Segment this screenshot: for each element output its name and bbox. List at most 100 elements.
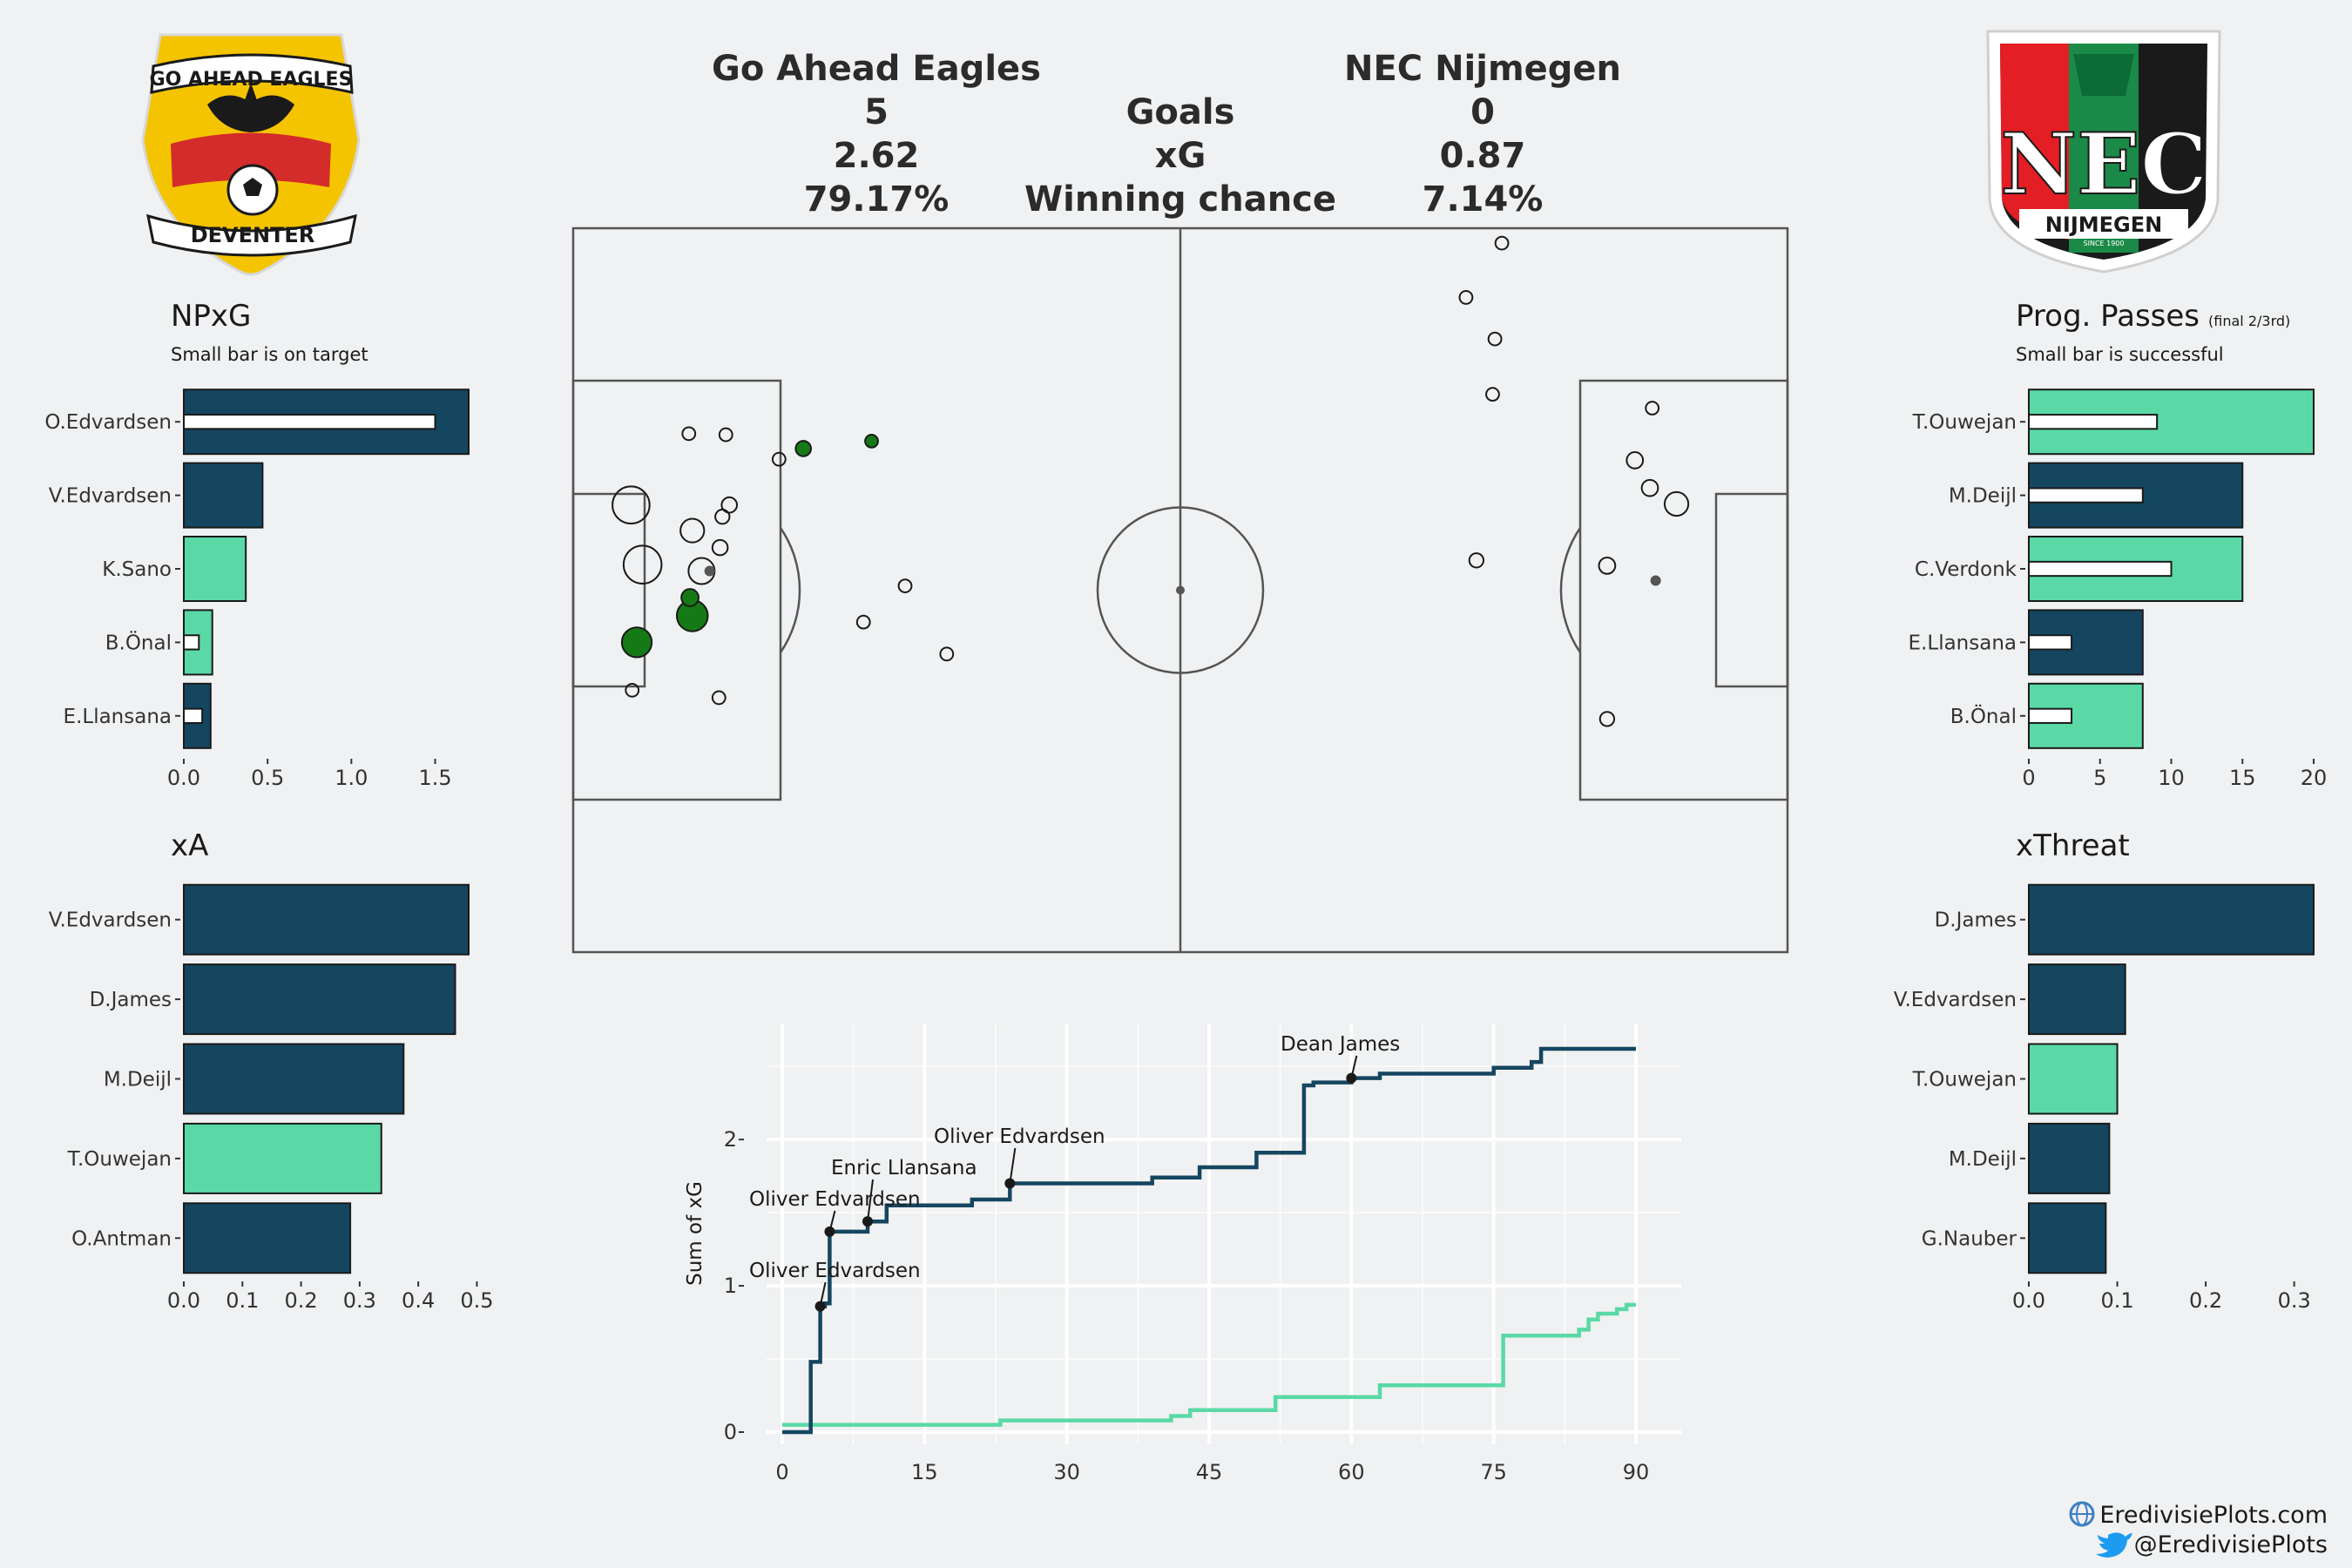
shot-marker [1598, 557, 1617, 575]
footer: EredivisiePlots.com @EredivisiePlots [2069, 1501, 2328, 1558]
left-penalty-arc [779, 527, 801, 653]
xa-bar [183, 1122, 382, 1194]
npxg-bar [183, 536, 247, 602]
npxg-inner-bar [183, 634, 200, 651]
prog-passes-chart: Prog. Passes (final 2/3rd) Small bar is su… [1909, 299, 2328, 790]
left-penalty-area [571, 379, 782, 801]
xa-category-label: T.Ouwejan [67, 1148, 172, 1171]
progpasses-subtitle: Small bar is successful [2016, 344, 2224, 365]
xgflow-ylabel: Sum of xG [684, 1181, 706, 1286]
progpasses-category-label: B.Önal [1950, 704, 2017, 728]
footer-handle[interactable]: @EredivisiePlots [2134, 1531, 2328, 1558]
xa-category-label: M.Deijl [104, 1069, 172, 1092]
home-team-name: Go Ahead Eagles [712, 49, 1041, 89]
right-six-yard-box [1714, 492, 1789, 688]
home-logo-top-text: GO AHEAD EAGLES [150, 69, 353, 91]
xthreat-xtick-label: 0.3 [2278, 1288, 2311, 1313]
shot-marker [1625, 451, 1645, 470]
shot-marker [1645, 401, 1660, 416]
xgflow-ytick-label: 0 [724, 1420, 737, 1444]
goals-label: Goals [1126, 92, 1235, 132]
shot-marker [718, 427, 733, 443]
home-logo-bottom-text: DEVENTER [191, 223, 315, 247]
xthreat-bar [2028, 963, 2126, 1036]
npxg-category-label: E.Llansana [64, 706, 172, 728]
npxg-category-label: V.Edvardsen [49, 485, 172, 508]
xa-bar [183, 963, 456, 1036]
shot-marker [612, 485, 651, 525]
xthreat-title: xThreat [2016, 828, 2130, 863]
npxg-inner-bar [183, 707, 204, 724]
centre-spot [1176, 585, 1185, 595]
goal-annotation-leader [867, 1179, 874, 1222]
npxg-xtick-label: 1.5 [418, 766, 451, 790]
right-penalty-arc [1559, 527, 1582, 653]
progpasses-category-label: C.Verdonk [1915, 558, 2017, 581]
npxg-bar [183, 462, 264, 529]
goal-annotation-label: Dean James [1281, 1033, 1400, 1056]
progpasses-inner-bar [2028, 707, 2073, 724]
home-goals: 5 [864, 92, 889, 132]
shot-marker [1640, 478, 1659, 497]
twitter-bird-icon [2096, 1532, 2132, 1558]
eagle-icon [207, 95, 294, 132]
progpasses-xtick-label: 0 [2022, 766, 2035, 790]
shot-marker [679, 517, 706, 544]
away-team-logo: NEC NIJMEGEN SINCE 1900 [1986, 30, 2221, 274]
xa-chart: xA V.Edvardsen D.James M.Deijl T.Ouwejan O.An… [49, 828, 494, 1313]
npxg-chart: NPxG Small bar is on target O.Edvardsen V.E… [44, 299, 470, 790]
shot-marker [1494, 235, 1510, 251]
shot-markers [612, 235, 1690, 727]
away-goals: 0 [1470, 92, 1495, 132]
shot-marker [939, 646, 955, 662]
shot-map-pitch [571, 226, 1789, 954]
goal-shot-marker [864, 434, 879, 449]
goal-annotation-label: Oliver Edvardsen [749, 1188, 921, 1211]
shot-marker [704, 565, 715, 577]
goal-annotation-label: Enric Llansana [831, 1157, 977, 1179]
tree-icon [2073, 54, 2134, 96]
progpasses-inner-bar [2028, 487, 2144, 504]
shot-marker [622, 544, 663, 585]
goal-shot-marker [680, 588, 700, 607]
goal-point [862, 1216, 873, 1227]
goal-shot-marker [620, 626, 653, 659]
npxg-category-label: K.Sano [102, 558, 172, 581]
xthreat-category-label: T.Ouwejan [1912, 1069, 2017, 1092]
xa-xtick-label: 0.5 [460, 1288, 493, 1313]
xthreat-bar [2028, 1202, 2107, 1274]
goal-point [1004, 1178, 1016, 1189]
xthreat-category-label: G.Nauber [1922, 1227, 2017, 1250]
xa-bar [183, 883, 470, 956]
xa-xtick-label: 0.4 [402, 1288, 435, 1313]
xg-flow-chart: 0 15 30 45 60 75 90 0 1 2 Sum of xG Oliver Edvardse… [684, 1024, 1681, 1484]
xthreat-xtick-label: 0.0 [2012, 1288, 2045, 1313]
left-six-yard-box [571, 492, 646, 688]
goal-annotation-label: Oliver Edvardsen [749, 1260, 921, 1282]
shot-marker [1485, 387, 1500, 402]
xthreat-category-label: D.James [1935, 909, 2017, 932]
xthreat-xtick-label: 0.2 [2189, 1288, 2222, 1313]
xa-xtick-label: 0.1 [226, 1288, 259, 1313]
shot-marker [1598, 711, 1616, 727]
xa-bar [183, 1043, 405, 1115]
xthreat-bar [2028, 883, 2315, 956]
npxg-inner-bar [183, 414, 436, 430]
footer-site[interactable]: EredivisiePlots.com [2099, 1502, 2328, 1529]
xa-category-label: D.James [90, 989, 172, 1011]
xthreat-bar [2028, 1043, 2119, 1115]
shot-marker [1487, 331, 1503, 347]
npxg-xtick-label: 0.5 [251, 766, 284, 790]
xthreat-category-label: M.Deijl [1949, 1148, 2017, 1171]
xthreat-bar [2028, 1122, 2111, 1194]
xgflow-xtick-label: 60 [1338, 1460, 1365, 1484]
home-win-chance: 79.17% [804, 179, 950, 220]
home-xg: 2.62 [834, 136, 920, 176]
away-logo-since-text: SINCE 1900 [2084, 240, 2125, 247]
xa-xtick-label: 0.0 [167, 1288, 200, 1313]
globe-icon [2069, 1501, 2095, 1527]
goal-annotation-leader [1009, 1147, 1017, 1184]
goal-point [824, 1226, 835, 1237]
goal-annotation-label: Oliver Edvardsen [934, 1125, 1105, 1148]
